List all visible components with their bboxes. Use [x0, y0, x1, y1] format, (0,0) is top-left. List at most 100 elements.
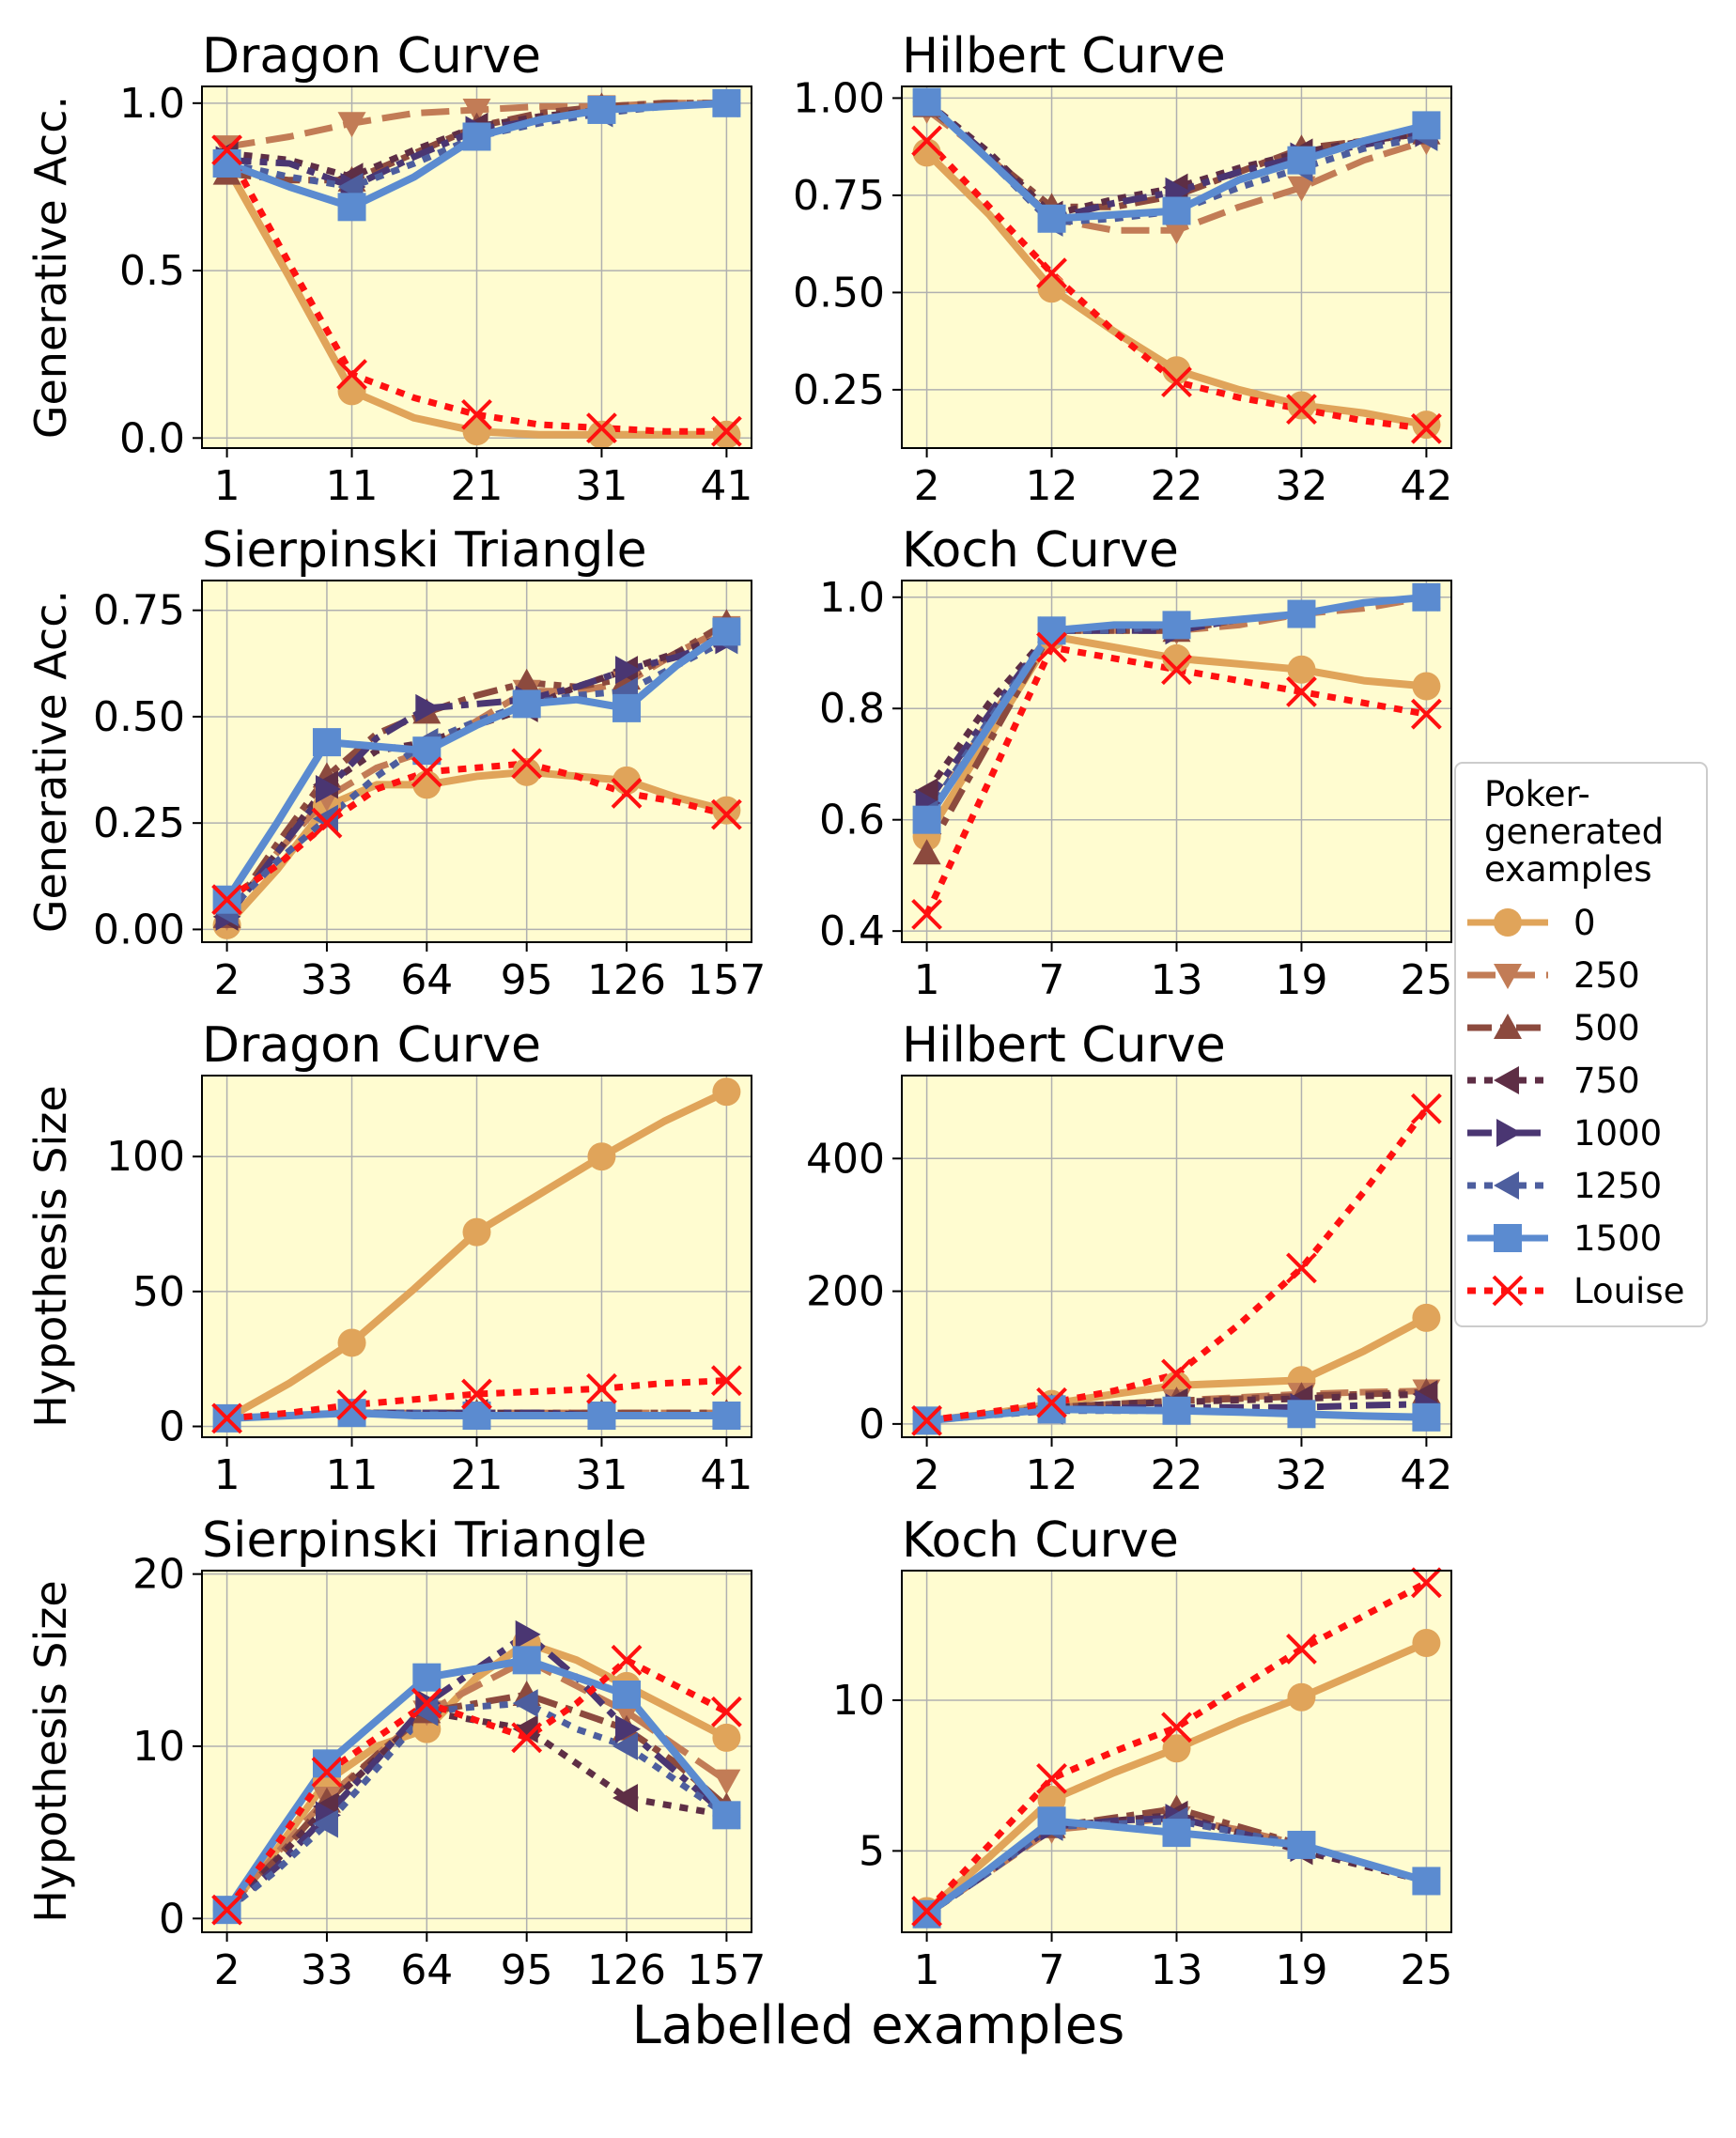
data-point-1000 — [615, 1714, 642, 1743]
data-point-1500 — [612, 693, 642, 722]
data-point-louise — [911, 898, 943, 930]
data-point-1500 — [1287, 146, 1316, 175]
x-tick-label: 32 — [1275, 1451, 1327, 1499]
x-tick-label: 1 — [914, 956, 940, 1004]
legend-marker-250 — [1494, 964, 1522, 989]
legend-entry-250: 250 — [1467, 955, 1640, 996]
data-point-1500 — [587, 95, 616, 124]
data-point-500 — [912, 839, 941, 865]
data-point-louise — [710, 1365, 742, 1397]
data-point-250 — [462, 98, 491, 124]
x-tick-label: 1 — [214, 462, 240, 510]
subplot-title: Hilbert Curve — [902, 28, 1226, 85]
x-tick-label: 13 — [1151, 1946, 1203, 1994]
data-point-1500 — [1162, 1396, 1191, 1425]
axes-frame — [201, 580, 752, 943]
data-point-louise — [710, 1696, 742, 1727]
x-tick-label: 12 — [1026, 1451, 1078, 1499]
y-tick-label: 0 — [859, 1401, 885, 1449]
data-point-1500 — [912, 87, 941, 116]
legend-marker-500 — [1494, 1014, 1522, 1039]
data-point-louise — [1410, 698, 1442, 730]
data-point-louise — [1036, 1762, 1067, 1794]
series-line-1000 — [224, 637, 728, 919]
x-tick-label: 95 — [501, 956, 553, 1004]
y-tick-label: 5 — [859, 1827, 885, 1875]
x-tick-label: 7 — [1039, 1946, 1065, 1994]
x-tick-label: 7 — [1039, 956, 1065, 1004]
data-point-1250 — [512, 1689, 538, 1718]
y-tick-label: 0.0 — [119, 414, 185, 462]
data-point-1500 — [1412, 111, 1441, 140]
legend-label: 750 — [1573, 1061, 1640, 1101]
data-point-1500 — [412, 1663, 442, 1692]
x-tick-label: 11 — [326, 1451, 379, 1499]
subplot-title: Dragon Curve — [202, 1017, 541, 1074]
legend-entry-750: 750 — [1467, 1061, 1640, 1101]
legend-entry-0: 0 — [1467, 903, 1596, 943]
series-line-louise — [224, 148, 727, 435]
data-point-louise — [411, 756, 442, 788]
x-tick-label: 41 — [700, 462, 752, 510]
y-tick-label: 10 — [832, 1677, 885, 1725]
data-point-0 — [1287, 391, 1316, 420]
legend-entry-louise: Louise — [1467, 1271, 1684, 1311]
data-point-1500 — [1037, 1806, 1066, 1836]
legend-marker-1250 — [1494, 1171, 1519, 1200]
x-tick-label: 1 — [914, 1946, 940, 1994]
data-point-0 — [1287, 655, 1316, 684]
x-tick-label: 42 — [1400, 1451, 1452, 1499]
data-point-0 — [337, 1328, 366, 1357]
data-point-louise — [1286, 394, 1317, 426]
data-point-1500 — [1162, 1819, 1191, 1848]
y-tick-label: 0.4 — [819, 907, 885, 955]
data-point-1500 — [1162, 611, 1191, 640]
data-point-1500 — [512, 1646, 541, 1675]
data-point-louise — [1410, 1567, 1442, 1599]
series-line-1250 — [225, 1699, 729, 1913]
data-point-louise — [211, 1402, 243, 1434]
data-point-1500 — [912, 1899, 941, 1929]
series-group — [211, 1619, 742, 1926]
x-tick-label: 21 — [451, 462, 504, 510]
series-group — [211, 609, 742, 939]
data-point-louise — [586, 412, 617, 444]
data-point-louise — [1161, 1358, 1192, 1390]
legend-entry-500: 500 — [1467, 1008, 1640, 1048]
x-tick-label: 31 — [575, 1451, 628, 1499]
subplot-title: Dragon Curve — [202, 28, 541, 85]
x-tick-label: 22 — [1151, 462, 1203, 510]
y-tick-label: 0 — [159, 1403, 185, 1451]
data-point-louise — [710, 798, 742, 830]
data-point-0 — [712, 420, 741, 449]
data-point-0 — [512, 757, 541, 786]
data-point-louise — [211, 134, 243, 166]
data-point-louise — [1161, 366, 1192, 398]
subplot-3: 2 33 64 95 126 157 0.00 0.25 0.50 0.75 Sierpinski … — [25, 522, 766, 1004]
data-point-0 — [612, 766, 642, 795]
data-point-250 — [337, 112, 366, 138]
data-point-louise — [911, 1896, 943, 1927]
data-point-1500 — [712, 1801, 741, 1830]
data-point-1500 — [462, 122, 491, 151]
data-point-1500 — [1412, 582, 1441, 612]
x-tick-label: 11 — [326, 462, 379, 510]
axes-frame — [201, 1570, 752, 1933]
data-point-louise — [1036, 631, 1067, 663]
data-point-0 — [1412, 1303, 1441, 1332]
x-tick-label: 42 — [1400, 462, 1452, 510]
y-tick-label: 0.8 — [819, 685, 885, 733]
subplot-title: Sierpinski Triangle — [202, 1512, 647, 1569]
data-point-750 — [612, 1784, 639, 1812]
series-line-250 — [224, 1656, 729, 1913]
data-point-0 — [1037, 274, 1066, 303]
subplot-title: Sierpinski Triangle — [202, 522, 647, 579]
y-tick-label: 10 — [132, 1723, 185, 1771]
data-point-500 — [512, 668, 541, 694]
y-tick-label: 0 — [159, 1895, 185, 1943]
subplot-2: 2 12 22 32 42 0.25 0.50 0.75 1.00 Hilbert Curve — [793, 28, 1452, 510]
y-tick-label: 400 — [806, 1135, 885, 1183]
legend-label: 1250 — [1573, 1166, 1662, 1206]
data-point-louise — [336, 359, 367, 390]
data-point-1000 — [415, 693, 442, 722]
